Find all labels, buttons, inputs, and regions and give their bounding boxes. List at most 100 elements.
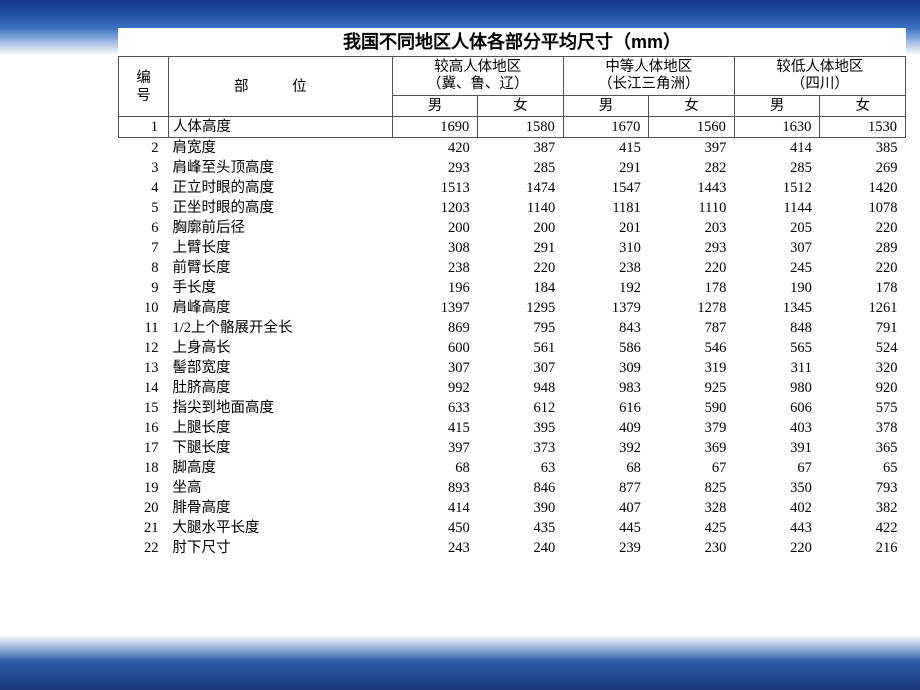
cell-value-3: 369 — [649, 438, 735, 458]
cell-value-1: 561 — [478, 338, 564, 358]
table-row: 2肩宽度420387415397414385 — [119, 138, 906, 159]
cell-value-3: 425 — [649, 518, 735, 538]
cell-value-2: 1379 — [563, 298, 649, 318]
cell-value-5: 365 — [820, 438, 906, 458]
cell-value-3: 203 — [649, 218, 735, 238]
region-tall-name: 较高人体地区 — [434, 59, 521, 75]
table-body: 1人体高度1690158016701560163015302肩宽度4203874… — [119, 117, 906, 559]
cell-value-4: 67 — [734, 458, 820, 478]
cell-value-2: 983 — [563, 378, 649, 398]
cell-value-2: 192 — [563, 278, 649, 298]
region-low-sub: （四川） — [791, 76, 849, 92]
cell-value-2: 238 — [563, 258, 649, 278]
cell-value-2: 409 — [563, 418, 649, 438]
region-tall: 较高人体地区 （冀、鲁、辽） — [392, 57, 563, 96]
table-row: 3肩峰至头顶高度293285291282285269 — [119, 158, 906, 178]
table-frame: 我国不同地区人体各部分平均尺寸（mm） 编号 部 位 较高人体地区 （冀、鲁、辽… — [118, 28, 906, 558]
cell-part: 大腿水平长度 — [169, 518, 393, 538]
cell-value-0: 1397 — [392, 298, 478, 318]
table-row: 10肩峰高度139712951379127813451261 — [119, 298, 906, 318]
cell-value-1: 1580 — [478, 117, 564, 138]
cell-value-5: 178 — [820, 278, 906, 298]
cell-value-4: 391 — [734, 438, 820, 458]
cell-value-1: 200 — [478, 218, 564, 238]
cell-value-3: 379 — [649, 418, 735, 438]
cell-id: 2 — [119, 138, 169, 159]
cell-value-3: 546 — [649, 338, 735, 358]
cell-value-3: 825 — [649, 478, 735, 498]
col-tall-male: 男 — [392, 96, 478, 117]
cell-id: 13 — [119, 358, 169, 378]
cell-value-5: 382 — [820, 498, 906, 518]
cell-value-2: 586 — [563, 338, 649, 358]
cell-part: 胸廓前后径 — [169, 218, 393, 238]
table-row: 19坐高893846877825350793 — [119, 478, 906, 498]
cell-value-4: 350 — [734, 478, 820, 498]
cell-value-4: 606 — [734, 398, 820, 418]
table-row: 9手长度196184192178190178 — [119, 278, 906, 298]
table-row: 16上腿长度415395409379403378 — [119, 418, 906, 438]
cell-id: 19 — [119, 478, 169, 498]
cell-value-0: 893 — [392, 478, 478, 498]
cell-value-5: 1261 — [820, 298, 906, 318]
cell-value-2: 291 — [563, 158, 649, 178]
cell-value-0: 415 — [392, 418, 478, 438]
dimensions-table: 编号 部 位 较高人体地区 （冀、鲁、辽） 中等人体地区 （长江三角洲） 较低人… — [118, 56, 906, 558]
cell-value-4: 1512 — [734, 178, 820, 198]
cell-value-4: 307 — [734, 238, 820, 258]
cell-value-2: 415 — [563, 138, 649, 159]
cell-value-1: 435 — [478, 518, 564, 538]
cell-id: 5 — [119, 198, 169, 218]
cell-value-5: 524 — [820, 338, 906, 358]
table-row: 15指尖到地面高度633612616590606575 — [119, 398, 906, 418]
cell-value-3: 1110 — [649, 198, 735, 218]
cell-value-1: 285 — [478, 158, 564, 178]
region-mid: 中等人体地区 （长江三角洲） — [563, 57, 734, 96]
cell-id: 6 — [119, 218, 169, 238]
cell-value-2: 877 — [563, 478, 649, 498]
cell-value-3: 1278 — [649, 298, 735, 318]
cell-value-4: 285 — [734, 158, 820, 178]
cell-value-5: 269 — [820, 158, 906, 178]
cell-id: 10 — [119, 298, 169, 318]
col-tall-female: 女 — [478, 96, 564, 117]
cell-value-3: 397 — [649, 138, 735, 159]
cell-value-5: 385 — [820, 138, 906, 159]
table-header: 编号 部 位 较高人体地区 （冀、鲁、辽） 中等人体地区 （长江三角洲） 较低人… — [119, 57, 906, 117]
table-row: 12上身高长600561586546565524 — [119, 338, 906, 358]
cell-value-2: 68 — [563, 458, 649, 478]
col-mid-male: 男 — [563, 96, 649, 117]
cell-part: 肩宽度 — [169, 138, 393, 159]
col-mid-female: 女 — [649, 96, 735, 117]
cell-value-2: 1181 — [563, 198, 649, 218]
cell-value-1: 184 — [478, 278, 564, 298]
cell-value-2: 843 — [563, 318, 649, 338]
cell-value-4: 848 — [734, 318, 820, 338]
cell-value-4: 443 — [734, 518, 820, 538]
cell-value-0: 414 — [392, 498, 478, 518]
cell-value-4: 220 — [734, 538, 820, 558]
cell-value-3: 1443 — [649, 178, 735, 198]
cell-part: 肚脐高度 — [169, 378, 393, 398]
cell-id: 15 — [119, 398, 169, 418]
cell-value-5: 1530 — [820, 117, 906, 138]
cell-value-2: 1547 — [563, 178, 649, 198]
cell-value-3: 319 — [649, 358, 735, 378]
cell-value-2: 392 — [563, 438, 649, 458]
cell-value-3: 925 — [649, 378, 735, 398]
page-title: 我国不同地区人体各部分平均尺寸（mm） — [118, 28, 906, 56]
cell-value-3: 282 — [649, 158, 735, 178]
cell-id: 7 — [119, 238, 169, 258]
cell-value-1: 387 — [478, 138, 564, 159]
cell-id: 14 — [119, 378, 169, 398]
cell-id: 12 — [119, 338, 169, 358]
cell-value-5: 1078 — [820, 198, 906, 218]
cell-value-1: 395 — [478, 418, 564, 438]
cell-id: 1 — [119, 117, 169, 138]
cell-part: 坐高 — [169, 478, 393, 498]
cell-value-3: 1560 — [649, 117, 735, 138]
cell-value-4: 245 — [734, 258, 820, 278]
cell-value-5: 793 — [820, 478, 906, 498]
table-row: 4正立时眼的高度151314741547144315121420 — [119, 178, 906, 198]
cell-value-0: 992 — [392, 378, 478, 398]
